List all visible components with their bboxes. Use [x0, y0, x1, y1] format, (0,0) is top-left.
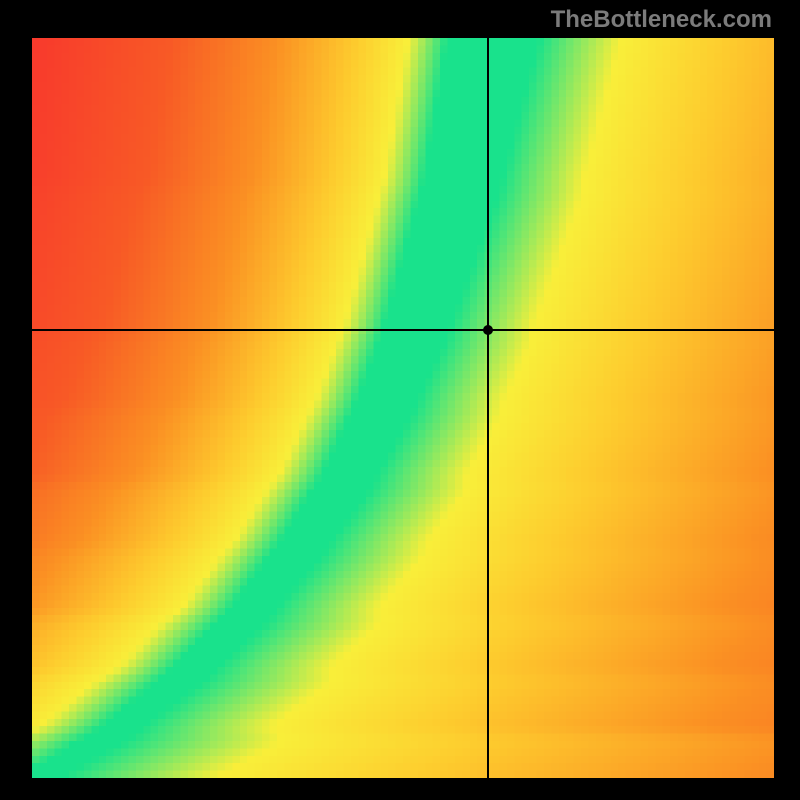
bottleneck-heatmap — [32, 38, 774, 778]
chart-container: TheBottleneck.com — [0, 0, 800, 800]
crosshair-vertical-line — [487, 38, 489, 778]
watermark-text: TheBottleneck.com — [551, 6, 772, 34]
crosshair-horizontal-line — [32, 329, 774, 331]
crosshair-marker-dot — [483, 325, 493, 335]
